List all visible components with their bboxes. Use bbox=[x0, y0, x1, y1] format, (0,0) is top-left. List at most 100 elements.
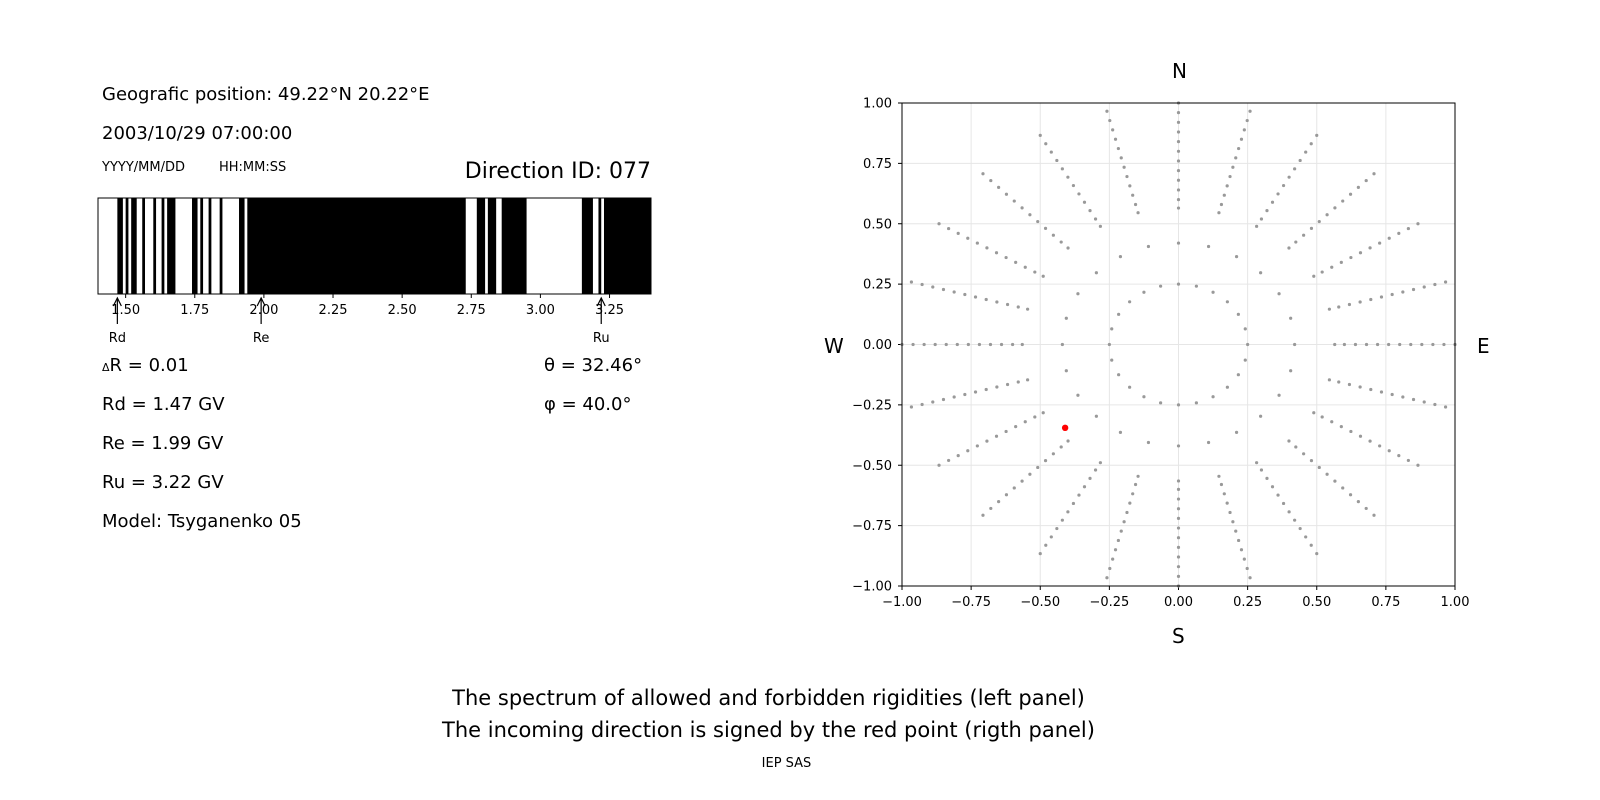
direction-grid-point bbox=[1122, 165, 1126, 169]
direction-grid-point bbox=[1378, 241, 1382, 245]
direction-grid-point bbox=[1136, 211, 1140, 215]
model-name: Model: Tsyganenko 05 bbox=[102, 511, 302, 532]
delta-r: ΔR = 0.01 bbox=[102, 355, 189, 376]
direction-grid-point bbox=[989, 178, 993, 183]
direction-grid-point bbox=[1327, 307, 1331, 311]
direction-grid-point bbox=[1159, 401, 1163, 405]
direction-grid-point bbox=[1077, 192, 1081, 196]
direction-grid-point bbox=[1059, 240, 1063, 244]
direction-grid-point bbox=[1038, 552, 1042, 556]
direction-grid-point bbox=[1020, 206, 1024, 210]
direction-grid-point bbox=[1368, 439, 1372, 443]
direction-grid-point bbox=[1020, 479, 1024, 483]
direction-grid-point bbox=[1259, 271, 1263, 275]
marker-arrow-head bbox=[596, 296, 606, 307]
direction-grid-point bbox=[995, 300, 999, 304]
scatter-x-tick-label: 0.00 bbox=[1164, 595, 1193, 610]
forbidden-band bbox=[161, 198, 165, 294]
direction-grid-point bbox=[1270, 200, 1275, 204]
direction-grid-point bbox=[1117, 312, 1121, 316]
direction-grid-point bbox=[1049, 150, 1053, 154]
direction-grid-point bbox=[1433, 402, 1437, 407]
spectrum-x-tick-label: 2.00 bbox=[249, 303, 278, 318]
direction-grid-point bbox=[1051, 233, 1055, 237]
direction-grid-point bbox=[1066, 510, 1070, 514]
marker-label: Ru bbox=[593, 331, 610, 346]
date-format-label: YYYY/MM/DD bbox=[102, 160, 185, 175]
direction-grid-point bbox=[1217, 211, 1221, 215]
direction-grid-point bbox=[1194, 401, 1198, 405]
direction-grid-point bbox=[1093, 217, 1098, 221]
forbidden-band bbox=[487, 198, 497, 294]
direction-grid-point bbox=[1176, 188, 1181, 192]
direction-grid-point bbox=[1194, 284, 1198, 288]
direction-grid-point bbox=[956, 231, 960, 236]
direction-grid-point bbox=[1098, 224, 1102, 228]
direction-grid-point bbox=[1122, 520, 1126, 524]
direction-grid-point bbox=[1369, 387, 1373, 392]
direction-grid-point bbox=[1276, 192, 1280, 196]
direction-grid-point bbox=[1060, 167, 1064, 171]
direction-grid-point bbox=[1176, 487, 1181, 491]
direction-grid-point bbox=[1176, 479, 1181, 483]
direction-grid-point bbox=[1176, 241, 1181, 245]
compass-east: E bbox=[1477, 334, 1490, 358]
direction-grid-point bbox=[1225, 300, 1229, 304]
direction-grid-point bbox=[1117, 373, 1121, 377]
direction-grid-point bbox=[1349, 429, 1353, 434]
direction-grid-point bbox=[1077, 493, 1081, 497]
direction-grid-point bbox=[909, 280, 914, 284]
direction-grid-point bbox=[1133, 202, 1138, 207]
direction-grid-point bbox=[1242, 557, 1246, 561]
direction-grid-point bbox=[1298, 158, 1302, 163]
scatter-y-tick-label: −0.75 bbox=[852, 519, 892, 534]
direction-grid-point bbox=[1036, 465, 1040, 470]
direction-grid-point bbox=[1245, 118, 1249, 123]
direction-grid-point bbox=[1125, 174, 1129, 179]
spectrum-x-tick-label: 2.25 bbox=[319, 303, 348, 318]
direction-grid-point bbox=[1111, 128, 1115, 132]
re-value: Re = 1.99 GV bbox=[102, 433, 224, 454]
direction-grid-point bbox=[1004, 493, 1009, 497]
direction-grid-point bbox=[1317, 219, 1321, 224]
direction-grid-point bbox=[994, 251, 999, 255]
direction-grid-point bbox=[1176, 149, 1181, 153]
direction-grid-point bbox=[1401, 395, 1405, 399]
direction-grid-point bbox=[1012, 486, 1016, 490]
direction-grid-point bbox=[956, 453, 960, 458]
direction-grid-point bbox=[1339, 260, 1343, 264]
direction-grid-point bbox=[937, 222, 941, 226]
direction-grid-point bbox=[1239, 548, 1244, 552]
direction-grid-point bbox=[1176, 444, 1181, 448]
direction-grid-point bbox=[1353, 342, 1358, 347]
direction-grid-point bbox=[1443, 405, 1448, 409]
direction-grid-point bbox=[1093, 468, 1098, 472]
scatter-x-tick-label: 0.50 bbox=[1302, 595, 1331, 610]
direction-grid-point bbox=[1294, 445, 1298, 449]
direction-grid-point bbox=[995, 385, 999, 389]
direction-grid-point bbox=[1043, 226, 1048, 230]
direction-grid-point bbox=[1051, 452, 1055, 456]
direction-grid-point bbox=[1379, 390, 1384, 394]
direction-grid-point bbox=[1239, 137, 1244, 141]
direction-grid-point bbox=[1422, 400, 1426, 404]
compass-south: S bbox=[1172, 624, 1185, 648]
direction-grid-point bbox=[1119, 529, 1123, 533]
forbidden-band bbox=[142, 198, 146, 294]
marker-arrow-head bbox=[256, 296, 266, 307]
direction-grid-point bbox=[1411, 397, 1416, 402]
scatter-x-tick-label: −0.50 bbox=[1020, 595, 1060, 610]
direction-grid-point bbox=[1293, 342, 1297, 347]
direction-grid-point bbox=[1358, 300, 1362, 304]
direction-grid-point bbox=[966, 342, 970, 347]
direction-grid-point bbox=[1228, 510, 1232, 515]
compass-north: N bbox=[1172, 59, 1187, 83]
direction-grid-point bbox=[1406, 226, 1410, 231]
direction-grid-point bbox=[933, 342, 937, 347]
direction-grid-point bbox=[937, 463, 941, 467]
direction-grid-point bbox=[1390, 392, 1394, 397]
direction-grid-point bbox=[1176, 526, 1181, 530]
direction-grid-point bbox=[1342, 342, 1346, 347]
direction-grid-point bbox=[1320, 415, 1324, 419]
direction-grid-point bbox=[1088, 476, 1092, 480]
